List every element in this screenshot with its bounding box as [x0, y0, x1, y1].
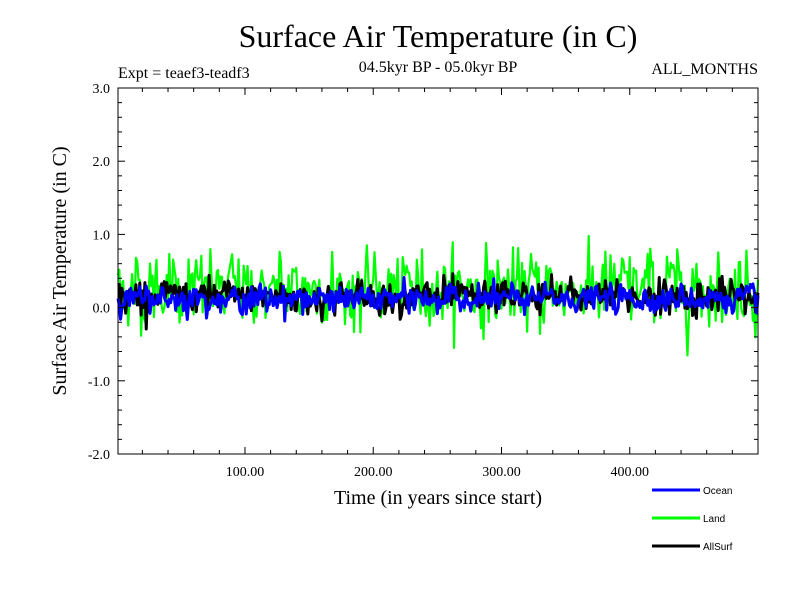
x-tick-label: 400.00	[610, 465, 649, 480]
series-layer	[116, 234, 760, 357]
legend: Ocean Land AllSurf	[652, 486, 733, 553]
plot-frame	[117, 87, 759, 455]
x-tick-label: 100.00	[226, 465, 265, 480]
chart-subtitle-left: Expt = teaef3-teadf3	[118, 65, 250, 82]
legend-label-allsurf: AllSurf	[703, 542, 733, 553]
chart-title: Surface Air Temperature (in C)	[239, 18, 638, 54]
legend-label-land: Land	[703, 514, 725, 525]
chart-subtitle-right: ALL_MONTHS	[651, 61, 758, 78]
ticks-layer: 100.00 200.00 300.00 400.00 -2.0 -1.0 0.0 1.0 2.…	[88, 82, 758, 480]
x-tick-label: 300.00	[482, 465, 521, 480]
y-tick-label: 1.0	[93, 228, 111, 243]
chart-subtitle-center: 04.5kyr BP - 05.0kyr BP	[359, 59, 518, 76]
y-tick-label: -1.0	[88, 375, 110, 390]
y-tick-label: -2.0	[88, 448, 110, 463]
x-tick-label: 200.00	[354, 465, 393, 480]
series-line-land	[116, 234, 760, 357]
y-tick-label: 3.0	[93, 82, 111, 97]
y-axis-label: Surface Air Temperature (in C)	[49, 146, 71, 395]
x-axis-label: Time (in years since start)	[334, 487, 542, 509]
y-tick-label: 2.0	[93, 155, 111, 170]
legend-label-ocean: Ocean	[703, 486, 732, 497]
series-line-ocean	[116, 275, 760, 323]
y-tick-label: 0.0	[93, 302, 111, 317]
plot-area: 100.00 200.00 300.00 400.00 -2.0 -1.0 0.0 1.0 2.…	[88, 82, 760, 480]
